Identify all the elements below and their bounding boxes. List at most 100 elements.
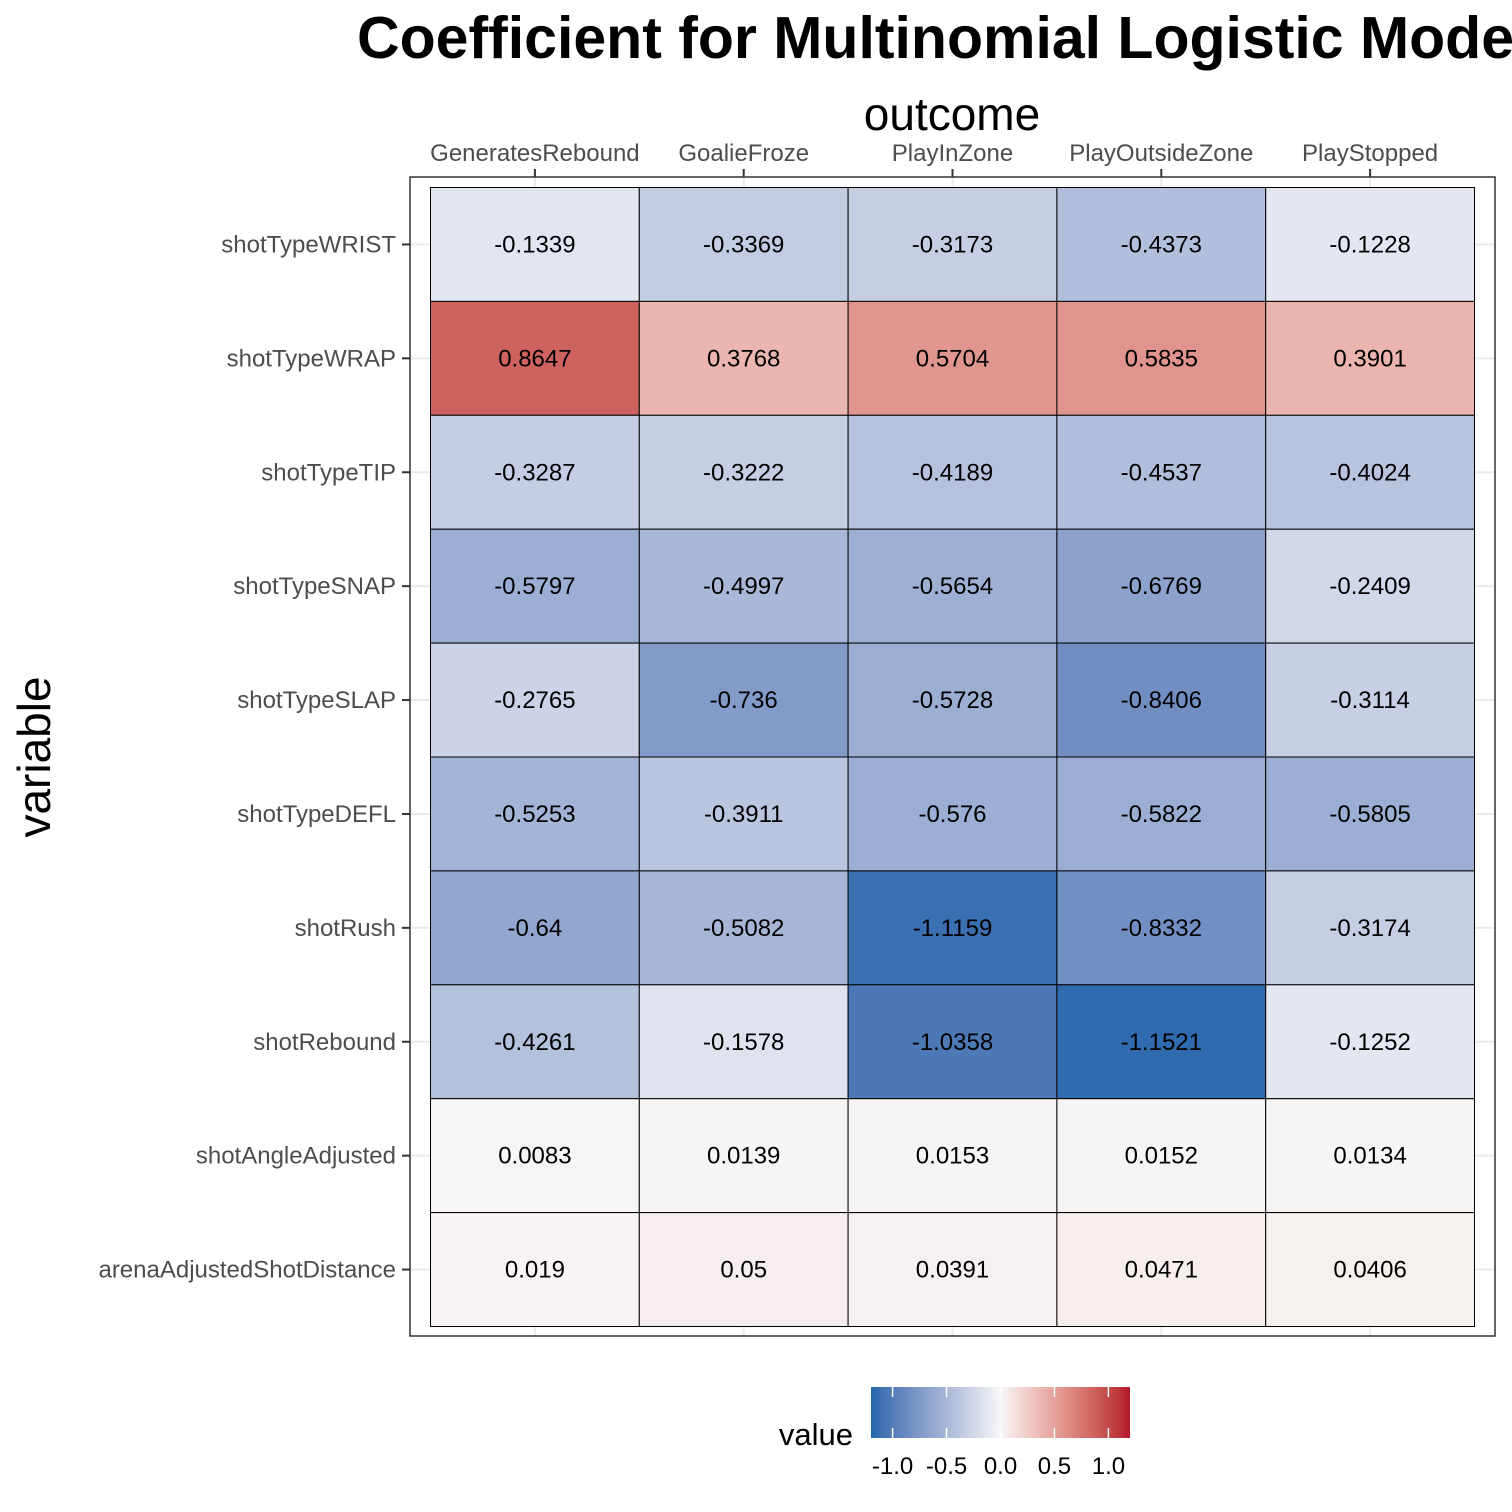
- heatmap-cell: [1265, 870, 1475, 986]
- y-tick-label: arenaAdjustedShotDistance: [98, 1257, 396, 1284]
- heatmap-cell: [1056, 1212, 1267, 1327]
- legend-tick-label: -0.5: [926, 1453, 967, 1480]
- cell-value-label: 0.019: [505, 1257, 565, 1284]
- cell-value-label: 0.5835: [1125, 345, 1198, 372]
- cell-value-label: -0.4189: [912, 459, 993, 486]
- cell-value-label: -0.64: [508, 915, 563, 942]
- heatmap-cell: [638, 870, 849, 986]
- y-tick-label: shotTypeSLAP: [237, 687, 396, 714]
- cell-value-label: -0.2765: [494, 687, 575, 714]
- heatmap-cell: [430, 300, 640, 416]
- cell-value-label: -0.5654: [912, 573, 993, 600]
- heatmap-cell: [1056, 984, 1267, 1100]
- cell-value-label: -0.5797: [494, 573, 575, 600]
- heatmap-cell: [638, 414, 849, 530]
- heatmap-cell: [847, 984, 1058, 1100]
- heatmap-cell: [1265, 187, 1475, 302]
- heatmap-cells: -0.1339 -0.3369 -0.3173 -0.4373 -0.1228 0.864…: [430, 187, 1475, 1327]
- x-tick-label: PlayStopped: [1302, 140, 1438, 167]
- heatmap-cell: [847, 414, 1058, 530]
- y-tick-label: shotTypeTIP: [261, 459, 396, 486]
- cell-value-label: 0.0152: [1125, 1143, 1198, 1170]
- cell-value-label: -0.3114: [1330, 687, 1410, 714]
- cell-value-label: -0.3173: [912, 231, 993, 258]
- cell-value-label: -0.576: [918, 801, 986, 828]
- heatmap-cell: [1056, 300, 1267, 416]
- heatmap-cell: [1265, 1098, 1475, 1214]
- heatmap-cell: [847, 756, 1058, 872]
- cell-value-label: 0.0139: [707, 1143, 780, 1170]
- heatmap-cell: [638, 300, 849, 416]
- y-tick-label: shotRebound: [253, 1029, 396, 1056]
- heatmap-cell: [1265, 1212, 1475, 1327]
- heatmap-cell: [1056, 187, 1267, 302]
- heatmap-cell: [430, 414, 640, 530]
- y-tick-label: shotRush: [295, 915, 396, 942]
- cell-value-label: 0.0471: [1125, 1257, 1198, 1284]
- cell-value-label: 0.0406: [1333, 1257, 1406, 1284]
- cell-value-label: -0.1252: [1329, 1029, 1410, 1056]
- color-legend: value -1.0 -0.5 0.0 0.5 1.0: [779, 1387, 1130, 1480]
- y-tick-label: shotTypeWRIST: [221, 231, 396, 258]
- cell-value-label: -0.3287: [494, 459, 575, 486]
- cell-value-label: -0.736: [710, 687, 778, 714]
- chart-title: Coefficient for Multinomial Logistic Mod…: [357, 5, 1512, 71]
- cell-value-label: -0.2409: [1329, 573, 1410, 600]
- cell-value-label: 0.05: [720, 1257, 767, 1284]
- heatmap-cell: [638, 1212, 849, 1327]
- heatmap-cell: [430, 642, 640, 758]
- cell-value-label: -1.1521: [1121, 1029, 1202, 1056]
- heatmap-cell: [847, 187, 1058, 302]
- legend-ticks: -1.0 -0.5 0.0 0.5 1.0: [872, 1387, 1125, 1480]
- legend-tick-label: 0.0: [984, 1453, 1017, 1480]
- heatmap-cell: [1265, 756, 1475, 872]
- cell-value-label: -0.5805: [1329, 801, 1410, 828]
- cell-value-label: -0.4373: [1121, 231, 1202, 258]
- heatmap-cell: [430, 1098, 640, 1214]
- heatmap-cell: [638, 642, 849, 758]
- cell-value-label: -0.1578: [703, 1029, 784, 1056]
- cell-value-label: 0.0391: [916, 1257, 989, 1284]
- cell-value-label: 0.3768: [707, 345, 780, 372]
- cell-value-label: -0.3174: [1329, 915, 1410, 942]
- heatmap-cell: [847, 870, 1058, 986]
- legend-tick-label: 1.0: [1092, 1453, 1125, 1480]
- axis-ticks: GeneratesRebound GoalieFroze PlayInZone Pla…: [98, 140, 1438, 1284]
- cell-value-label: -0.8332: [1121, 915, 1202, 942]
- heatmap-cell: [1056, 414, 1267, 530]
- heatmap-cell: [847, 1098, 1058, 1214]
- legend-title: value: [779, 1417, 853, 1452]
- cell-value-label: -0.1228: [1329, 231, 1410, 258]
- cell-value-label: -0.5082: [703, 915, 784, 942]
- y-tick-label: shotTypeSNAP: [233, 573, 396, 600]
- heatmap-cell: [638, 528, 849, 644]
- y-tick-label: shotTypeDEFL: [237, 801, 396, 828]
- heatmap-cell: [430, 756, 640, 872]
- x-tick-label: PlayOutsideZone: [1069, 140, 1253, 167]
- cell-value-label: 0.3901: [1333, 345, 1406, 372]
- cell-value-label: -0.6769: [1121, 573, 1202, 600]
- cell-value-label: -0.4261: [494, 1029, 575, 1056]
- heatmap-cell: [847, 642, 1058, 758]
- cell-value-label: -1.1159: [913, 915, 993, 942]
- cell-value-label: 0.8647: [498, 345, 571, 372]
- cell-value-label: 0.5704: [916, 345, 989, 372]
- cell-value-label: -0.4024: [1329, 459, 1410, 486]
- heatmap-cell: [847, 528, 1058, 644]
- heatmap-cell: [847, 300, 1058, 416]
- x-tick-label: GeneratesRebound: [430, 140, 639, 167]
- heatmap-cell: [638, 984, 849, 1100]
- heatmap-cell: [1056, 756, 1267, 872]
- x-tick-label: GoalieFroze: [678, 140, 809, 167]
- heatmap-cell: [1056, 642, 1267, 758]
- cell-value-label: -0.4997: [703, 573, 784, 600]
- cell-value-label: -0.8406: [1121, 687, 1202, 714]
- cell-value-label: 0.0083: [498, 1143, 571, 1170]
- cell-value-label: -0.4537: [1121, 459, 1202, 486]
- heatmap-cell: [430, 187, 640, 302]
- cell-value-label: -1.0358: [912, 1029, 993, 1056]
- heatmap-cell: [1265, 528, 1475, 644]
- x-tick-label: PlayInZone: [892, 140, 1013, 167]
- cell-value-label: -0.1339: [494, 231, 575, 258]
